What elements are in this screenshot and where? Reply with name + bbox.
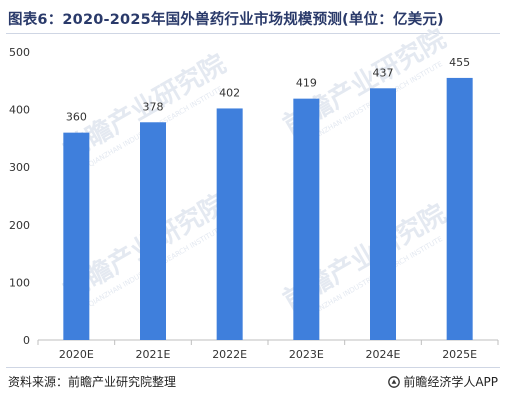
x-tick-label: 2021E	[136, 348, 171, 361]
x-tick-label: 2020E	[59, 348, 94, 361]
x-tick-label: 2025E	[442, 348, 477, 361]
bar	[446, 77, 473, 341]
brand-logo-icon	[388, 375, 401, 388]
y-tick-label: 200	[9, 219, 30, 232]
brand-label: 前瞻经济学人APP	[388, 373, 498, 390]
data-label: 402	[219, 86, 240, 99]
y-tick-label: 500	[9, 46, 30, 59]
y-tick-label: 0	[23, 334, 30, 347]
chart-bars: 360 2020E 378 2021E 402 2022E 419 2023E 437 2024E…	[59, 56, 477, 361]
chart-title: 图表6：2020-2025年国外兽药行业市场规模预测(单位：亿美元)	[8, 12, 444, 28]
title-divider	[6, 33, 500, 34]
chart-axes: 0 100 200 300 400 500	[9, 46, 499, 347]
data-label: 419	[296, 77, 317, 90]
source-note: 资料来源：前瞻产业研究院整理	[8, 375, 177, 389]
y-tick-label: 400	[9, 104, 30, 117]
bar	[370, 88, 396, 341]
data-label: 437	[373, 66, 394, 79]
y-tick-label: 100	[9, 276, 30, 289]
footer-divider	[6, 367, 500, 368]
brand-text: 前瞻经济学人APP	[403, 375, 498, 389]
bar	[140, 122, 166, 340]
x-tick-label: 2023E	[289, 348, 324, 361]
bar	[293, 98, 320, 340]
y-tick-label: 300	[9, 161, 30, 174]
x-tick-label: 2022E	[212, 348, 247, 361]
x-tick-label: 2024E	[366, 348, 401, 361]
data-label: 378	[143, 100, 164, 113]
data-label: 455	[449, 56, 470, 69]
bar	[216, 108, 243, 340]
bar	[63, 132, 90, 340]
data-label: 360	[66, 111, 87, 124]
